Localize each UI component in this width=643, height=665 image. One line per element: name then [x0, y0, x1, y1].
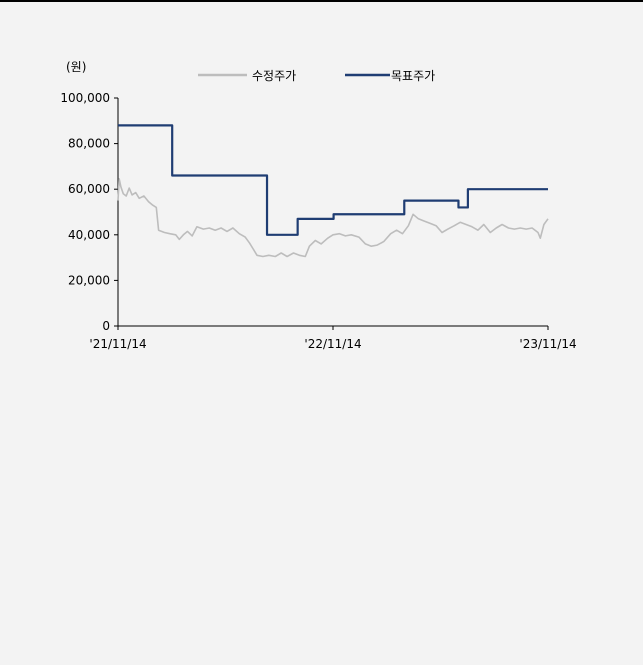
series-line-target-price: [118, 124, 548, 236]
y-unit-label: (원): [66, 60, 86, 74]
y-tick-label: 40,000: [68, 228, 110, 242]
y-axis-ticks: 100,000 80,000 60,000 40,000 20,000 0: [60, 91, 118, 333]
y-tick-label: 80,000: [68, 137, 110, 151]
legend-label-adjusted-price: 수정주가: [252, 69, 296, 83]
legend-label-target-price: 목표주가: [391, 69, 435, 83]
series-layer: [117, 124, 549, 258]
series-line-adjusted-price: [117, 178, 549, 258]
y-tick-label: 100,000: [60, 91, 110, 105]
top-rule: [0, 0, 643, 2]
x-tick-label: '21/11/14: [89, 337, 146, 351]
y-tick-label: 60,000: [68, 182, 110, 196]
x-tick-label: '23/11/14: [519, 337, 576, 351]
x-axis-ticks: '21/11/14 '22/11/14 '23/11/14: [89, 326, 577, 351]
y-tick-label: 0: [102, 319, 110, 333]
legend: 수정주가 목표주가: [198, 69, 435, 83]
x-tick-label: '22/11/14: [304, 337, 361, 351]
y-tick-label: 20,000: [68, 273, 110, 287]
